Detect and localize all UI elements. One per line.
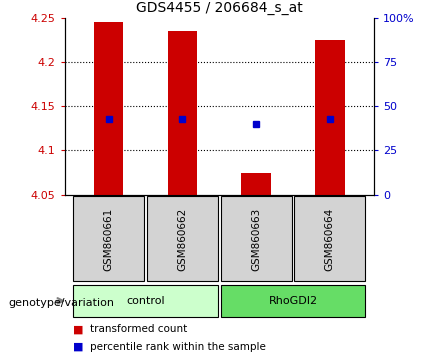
FancyBboxPatch shape — [74, 285, 218, 317]
Text: GSM860664: GSM860664 — [325, 207, 335, 270]
Text: RhoGDI2: RhoGDI2 — [268, 296, 318, 306]
Bar — [168, 31, 197, 195]
Text: percentile rank within the sample: percentile rank within the sample — [90, 342, 266, 352]
Text: genotype/variation: genotype/variation — [9, 298, 115, 308]
Text: transformed count: transformed count — [90, 324, 187, 334]
Text: GSM860661: GSM860661 — [104, 207, 114, 270]
Bar — [315, 40, 344, 195]
Title: GDS4455 / 206684_s_at: GDS4455 / 206684_s_at — [136, 1, 303, 15]
Text: ■: ■ — [73, 342, 83, 352]
Text: control: control — [126, 296, 165, 306]
FancyBboxPatch shape — [221, 196, 292, 281]
Text: GSM860662: GSM860662 — [178, 207, 187, 270]
Bar — [94, 22, 123, 195]
FancyBboxPatch shape — [74, 196, 144, 281]
Text: GSM860663: GSM860663 — [251, 207, 261, 270]
Text: ■: ■ — [73, 324, 83, 334]
Bar — [241, 172, 271, 195]
FancyBboxPatch shape — [221, 285, 365, 317]
FancyBboxPatch shape — [147, 196, 218, 281]
FancyBboxPatch shape — [295, 196, 365, 281]
